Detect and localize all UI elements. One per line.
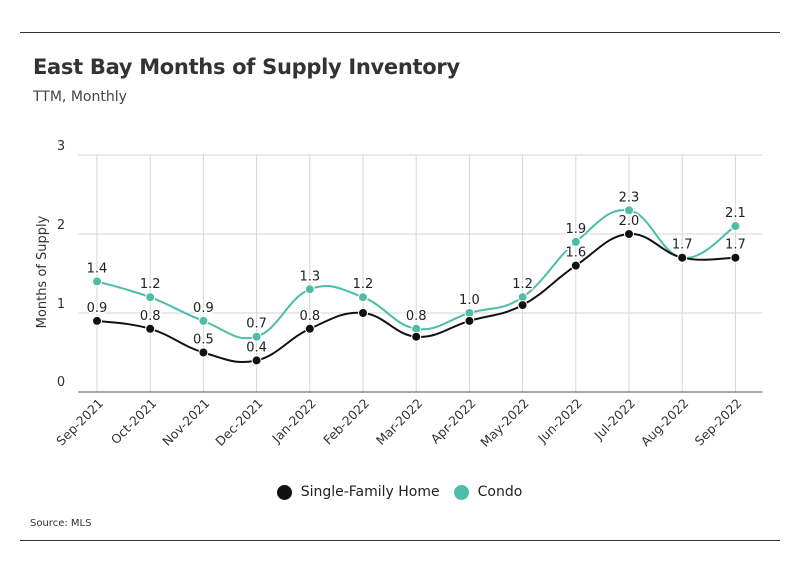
data-label-single-family: 0.8 (140, 309, 161, 324)
data-label-condo: 1.9 (565, 222, 586, 237)
x-tick-label: Feb-2022 (320, 396, 372, 448)
data-point-single-family (145, 323, 156, 334)
data-point-condo (624, 205, 634, 216)
data-label-single-family: 1.6 (565, 246, 586, 261)
x-tick-label: Apr-2022 (427, 396, 478, 447)
data-label-single-family: 0.9 (87, 301, 108, 316)
legend-label-condo: Condo (477, 484, 523, 500)
data-point-single-family (464, 315, 475, 326)
legend-item-single-family[interactable]: Single-Family Home (276, 484, 440, 500)
data-label-condo: 1.4 (87, 261, 108, 276)
legend-label-single-family: Single-Family Home (300, 484, 440, 500)
data-label-single-family: 0.8 (299, 309, 320, 324)
top-rule (20, 32, 780, 33)
chart-title: East Bay Months of Supply Inventory (33, 55, 460, 79)
data-point-condo (251, 331, 262, 342)
data-point-condo (570, 236, 581, 247)
data-label-condo: 1.2 (140, 277, 161, 292)
y-tick-label: 3 (57, 139, 65, 154)
data-label-single-family: 1.7 (725, 238, 746, 253)
y-tick-label: 1 (57, 297, 65, 312)
data-point-single-family (517, 300, 528, 311)
data-point-single-family (677, 252, 688, 263)
data-point-single-family (570, 260, 581, 271)
x-tick-label: Nov-2021 (159, 396, 212, 449)
data-label-condo: 0.7 (246, 317, 267, 332)
data-label-single-family: 2.0 (619, 214, 640, 229)
y-axis-label: Months of Supply (35, 215, 50, 328)
legend: Single-Family Home Condo (0, 484, 799, 500)
y-tick-label: 0 (57, 375, 65, 390)
x-tick-label: Jul-2022 (590, 396, 638, 444)
bottom-rule (20, 540, 780, 541)
x-tick-label: Sep-2021 (53, 396, 106, 449)
data-label-condo: 1.7 (672, 238, 693, 253)
x-tick-label: Jan-2022 (268, 396, 319, 447)
data-point-single-family (198, 347, 209, 358)
data-label-condo: 2.1 (725, 206, 746, 221)
data-point-single-family (92, 315, 102, 326)
data-label-condo: 0.8 (406, 309, 427, 324)
x-tick-label: Aug-2022 (638, 396, 692, 450)
data-point-single-family (304, 323, 315, 334)
x-tick-label: Oct-2021 (108, 396, 160, 448)
data-label-single-family: 0.5 (193, 333, 214, 348)
x-tick-label: Mar-2022 (373, 396, 425, 448)
data-label-condo: 1.0 (459, 293, 480, 308)
data-point-condo (358, 292, 368, 303)
x-tick-label: Jun-2022 (534, 396, 585, 447)
data-label-condo: 0.9 (193, 301, 214, 316)
data-point-single-family (358, 308, 368, 318)
data-point-condo (730, 221, 741, 232)
data-label-single-family: 0.4 (246, 340, 267, 355)
data-label-condo: 1.2 (512, 277, 533, 292)
data-point-condo (92, 276, 102, 287)
y-tick-label: 2 (57, 218, 65, 233)
data-point-single-family (730, 252, 741, 263)
data-point-single-family (411, 331, 422, 342)
x-tick-label: Dec-2021 (212, 396, 265, 449)
data-point-single-family (624, 229, 634, 239)
data-point-condo (198, 315, 209, 326)
data-label-condo: 2.3 (619, 190, 640, 205)
x-tick-label: May-2022 (477, 396, 531, 450)
data-label-condo: 1.3 (299, 269, 320, 284)
data-point-condo (304, 284, 315, 295)
chart-subtitle: TTM, Monthly (33, 89, 127, 105)
data-point-condo (145, 292, 156, 303)
x-tick-label: Sep-2022 (692, 396, 745, 449)
data-point-single-family (251, 355, 262, 366)
source-note: Source: MLS (30, 518, 92, 529)
legend-marker-condo (453, 484, 469, 500)
data-label-condo: 1.2 (353, 277, 374, 292)
legend-item-condo[interactable]: Condo (453, 484, 523, 500)
legend-marker-single-family (276, 484, 292, 500)
